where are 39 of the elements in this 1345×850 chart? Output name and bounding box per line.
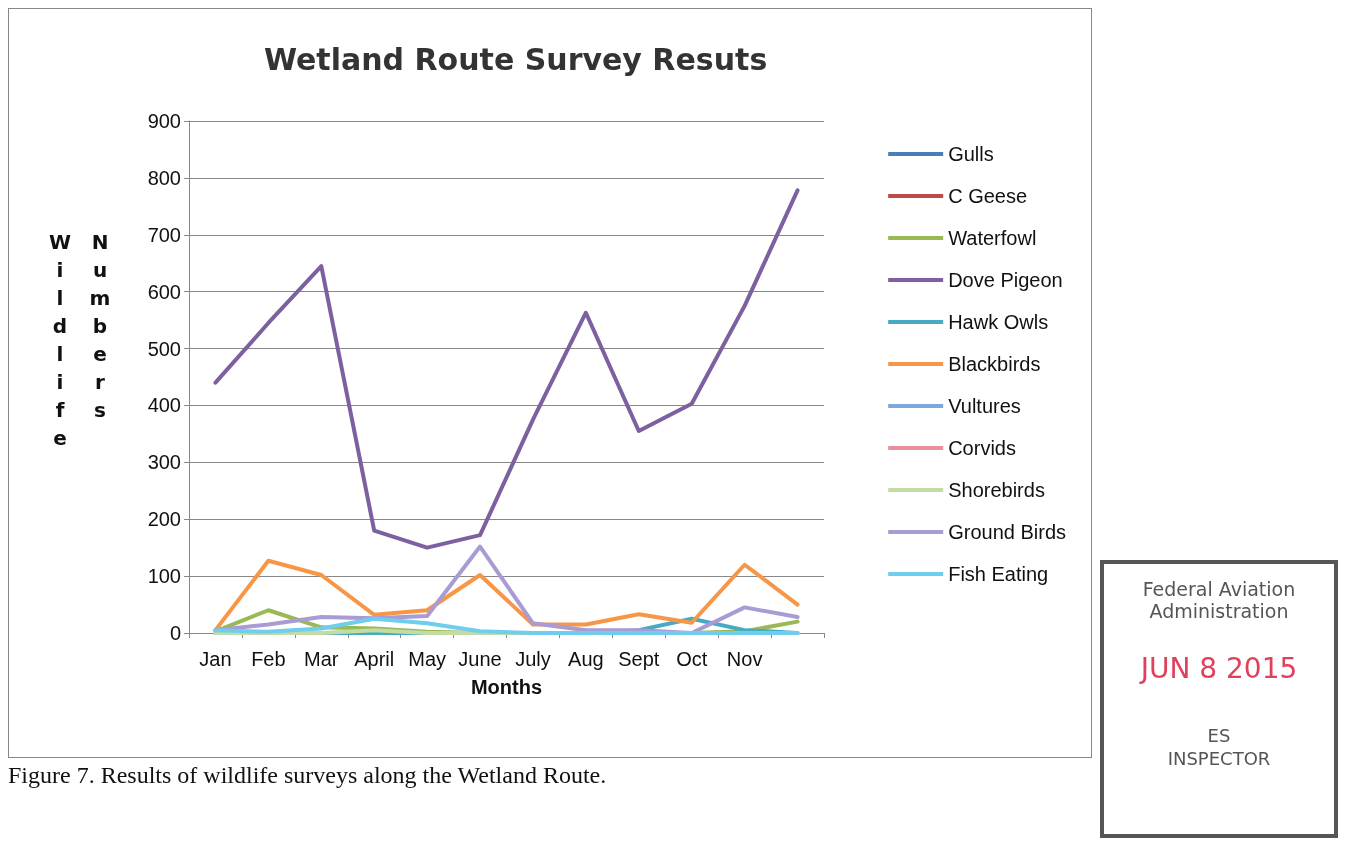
y-tick-label: 0 [169, 622, 181, 644]
x-tick-label: June [458, 648, 502, 670]
line-series [213, 188, 800, 550]
chart-title: Wetland Route Survey Resuts [264, 41, 768, 77]
x-tick-label: April [354, 648, 395, 670]
y-tick-label: 900 [147, 110, 181, 132]
x-tick-label: Feb [251, 648, 286, 670]
x-tick-label: Nov [726, 648, 763, 670]
y-tick-label: 700 [147, 223, 181, 246]
y-tick-label: 800 [147, 166, 181, 189]
x-axis-title: Months [470, 676, 543, 698]
y-tick-label: 600 [147, 280, 181, 303]
x-tick-label: Oct [676, 648, 708, 670]
legend-label: C Geese [948, 185, 1028, 207]
x-tick-label: Aug [568, 648, 604, 670]
caption: Figure 7. Results of wildlife surveys along the Wetland Route. [8, 762, 607, 789]
y-tick-label: 200 [147, 508, 181, 531]
x-tick-label: Jan [199, 648, 232, 670]
inspection-stamp: Federal Aviation Administration JUN 8 2015 ES INSPECTOR [1100, 560, 1338, 838]
legend-label: Blackbirds [948, 353, 1041, 375]
legend-label: Shorebirds [948, 479, 1045, 501]
legend-label: Gulls [948, 143, 994, 165]
y-tick-label: 100 [147, 565, 181, 588]
legend-label: Waterfowl [948, 227, 1037, 249]
y-tick-label: 500 [147, 337, 181, 360]
legend-label: Fish Eating [948, 563, 1049, 585]
legend-label: Ground Birds [948, 521, 1067, 543]
legend-label: Dove Pigeon [948, 269, 1063, 291]
legend-label: Hawk Owls [948, 311, 1049, 333]
x-tick-label: July [515, 648, 551, 670]
y-tick-label: 300 [147, 451, 181, 474]
legend-label: Corvids [948, 437, 1016, 459]
y-tick-label: 400 [147, 394, 181, 417]
legend-label: Vultures [948, 395, 1021, 417]
x-tick-label: Mar [304, 648, 339, 670]
y-axis-title: Wildlife Numbers [47, 230, 113, 456]
x-tick-label: May [408, 648, 447, 670]
x-tick-label: Sept [618, 648, 660, 670]
line-series [213, 558, 800, 633]
